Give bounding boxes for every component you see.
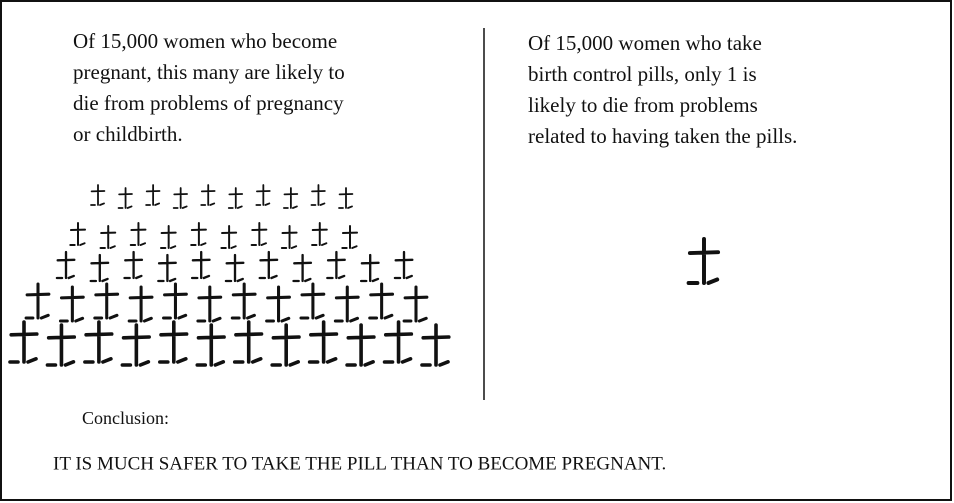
grave-cross: [91, 255, 108, 281]
grave-cross: [91, 185, 104, 205]
grave-cross: [301, 284, 324, 318]
grave-cross: [95, 284, 118, 318]
grave-cross: [26, 284, 49, 318]
right-line: likely to die from problems: [528, 93, 758, 117]
grave-cross: [310, 322, 337, 362]
grave-cross: [256, 185, 269, 205]
grave-cross: [284, 188, 297, 208]
grave-cross: [689, 239, 718, 283]
grave-cross: [370, 284, 393, 318]
grave-cross: [361, 255, 378, 281]
grave-cross: [342, 226, 357, 248]
left-line: pregnant, this many are likely to: [73, 60, 345, 84]
grave-cross: [272, 325, 299, 365]
grave-cross: [129, 287, 152, 321]
grave-cross: [57, 252, 74, 278]
conclusion-label: Conclusion:: [82, 408, 169, 428]
right-line: birth control pills, only 1 is: [528, 62, 757, 86]
grave-cross: [232, 284, 255, 318]
grave-cross: [335, 287, 358, 321]
conclusion-text: IT IS MUCH SAFER TO TAKE THE PILL THAN T…: [53, 453, 666, 474]
grave-cross: [85, 322, 112, 362]
grave-cross: [125, 252, 142, 278]
grave-cross: [131, 223, 146, 245]
grave-cross: [160, 322, 187, 362]
grave-cross: [311, 185, 324, 205]
grave-cross: [197, 325, 224, 365]
grave-cross: [201, 185, 214, 205]
grave-cross: [226, 255, 243, 281]
grave-cross: [198, 287, 221, 321]
grave-cross: [119, 188, 132, 208]
grave-cross: [282, 226, 297, 248]
left-line: or childbirth.: [73, 122, 183, 146]
grave-cross: [174, 188, 187, 208]
grave-cross: [312, 223, 327, 245]
left-text: Of 15,000 women who become pregnant, thi…: [73, 29, 345, 146]
grave-cross: [60, 287, 83, 321]
grave-cross: [229, 188, 242, 208]
right-line: Of 15,000 women who take: [528, 31, 762, 55]
grave-cross: [252, 223, 267, 245]
grave-cross: [260, 252, 277, 278]
grave-cross: [164, 284, 187, 318]
grave-cross: [101, 226, 116, 248]
grave-cross: [158, 255, 175, 281]
right-line: related to having taken the pills.: [528, 124, 797, 148]
grave-cross: [221, 226, 236, 248]
grave-cross: [191, 223, 206, 245]
left-line: die from problems of pregnancy: [73, 91, 344, 115]
grave-cross: [192, 252, 209, 278]
graves: [10, 185, 718, 365]
grave-cross: [385, 322, 412, 362]
grave-cross: [146, 185, 159, 205]
grave-cross: [422, 325, 449, 365]
grave-cross: [267, 287, 290, 321]
grave-cross: [161, 226, 176, 248]
grave-cross: [339, 188, 352, 208]
grave-cross: [235, 322, 262, 362]
grave-cross: [47, 325, 74, 365]
right-text: Of 15,000 women who take birth control p…: [528, 31, 797, 148]
grave-cross: [294, 255, 311, 281]
grave-cross: [122, 325, 149, 365]
grave-cross: [10, 322, 37, 362]
infographic: Of 15,000 women who become pregnant, thi…: [0, 0, 954, 503]
grave-cross: [347, 325, 374, 365]
grave-cross: [327, 252, 344, 278]
grave-cross: [404, 287, 427, 321]
grave-cross: [70, 223, 85, 245]
left-line: Of 15,000 women who become: [73, 29, 337, 53]
grave-cross: [395, 252, 412, 278]
